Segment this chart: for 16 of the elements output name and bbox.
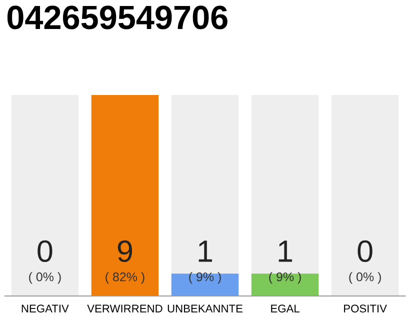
annotation: ( 82% ) xyxy=(106,272,144,284)
x-tick-label: UNBEKANNTE xyxy=(168,304,242,312)
chart-title: 042659549706 xyxy=(7,6,228,30)
x-tick-label: EGAL xyxy=(271,304,300,312)
annotation: ( 9% ) xyxy=(189,272,221,284)
data-label: 0 xyxy=(38,240,52,262)
x-tick-label: VERWIRREND xyxy=(87,304,162,312)
data-label: 1 xyxy=(278,240,292,262)
annotation: ( 0% ) xyxy=(29,272,61,284)
annotation: ( 9% ) xyxy=(269,272,301,284)
x-tick-label: POSITIV xyxy=(344,304,387,312)
data-label: 0 xyxy=(358,240,372,262)
annotation: ( 0% ) xyxy=(349,272,381,284)
data-label: 9 xyxy=(118,240,132,262)
x-tick-label: NEGATIV xyxy=(22,304,69,312)
data-label: 1 xyxy=(198,240,212,262)
